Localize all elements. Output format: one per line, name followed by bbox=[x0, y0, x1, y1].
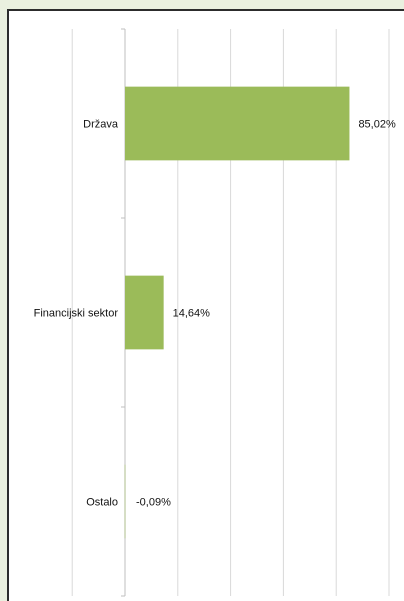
category-label: Ostalo bbox=[86, 497, 118, 509]
data-label: 85,02% bbox=[358, 119, 396, 131]
bar-chart: Država 85,02% Financijski sektor 14,64% Osta… bbox=[34, 28, 396, 597]
category-label: Financijski sektor bbox=[34, 308, 119, 320]
data-label: -0,09% bbox=[136, 497, 171, 509]
bar bbox=[125, 275, 164, 350]
bar bbox=[124, 464, 126, 539]
chart-panel: Država 85,02% Financijski sektor 14,64% Osta… bbox=[7, 9, 404, 601]
category-label: Država bbox=[83, 119, 119, 131]
data-label: 14,64% bbox=[173, 308, 211, 320]
bar bbox=[125, 86, 350, 161]
